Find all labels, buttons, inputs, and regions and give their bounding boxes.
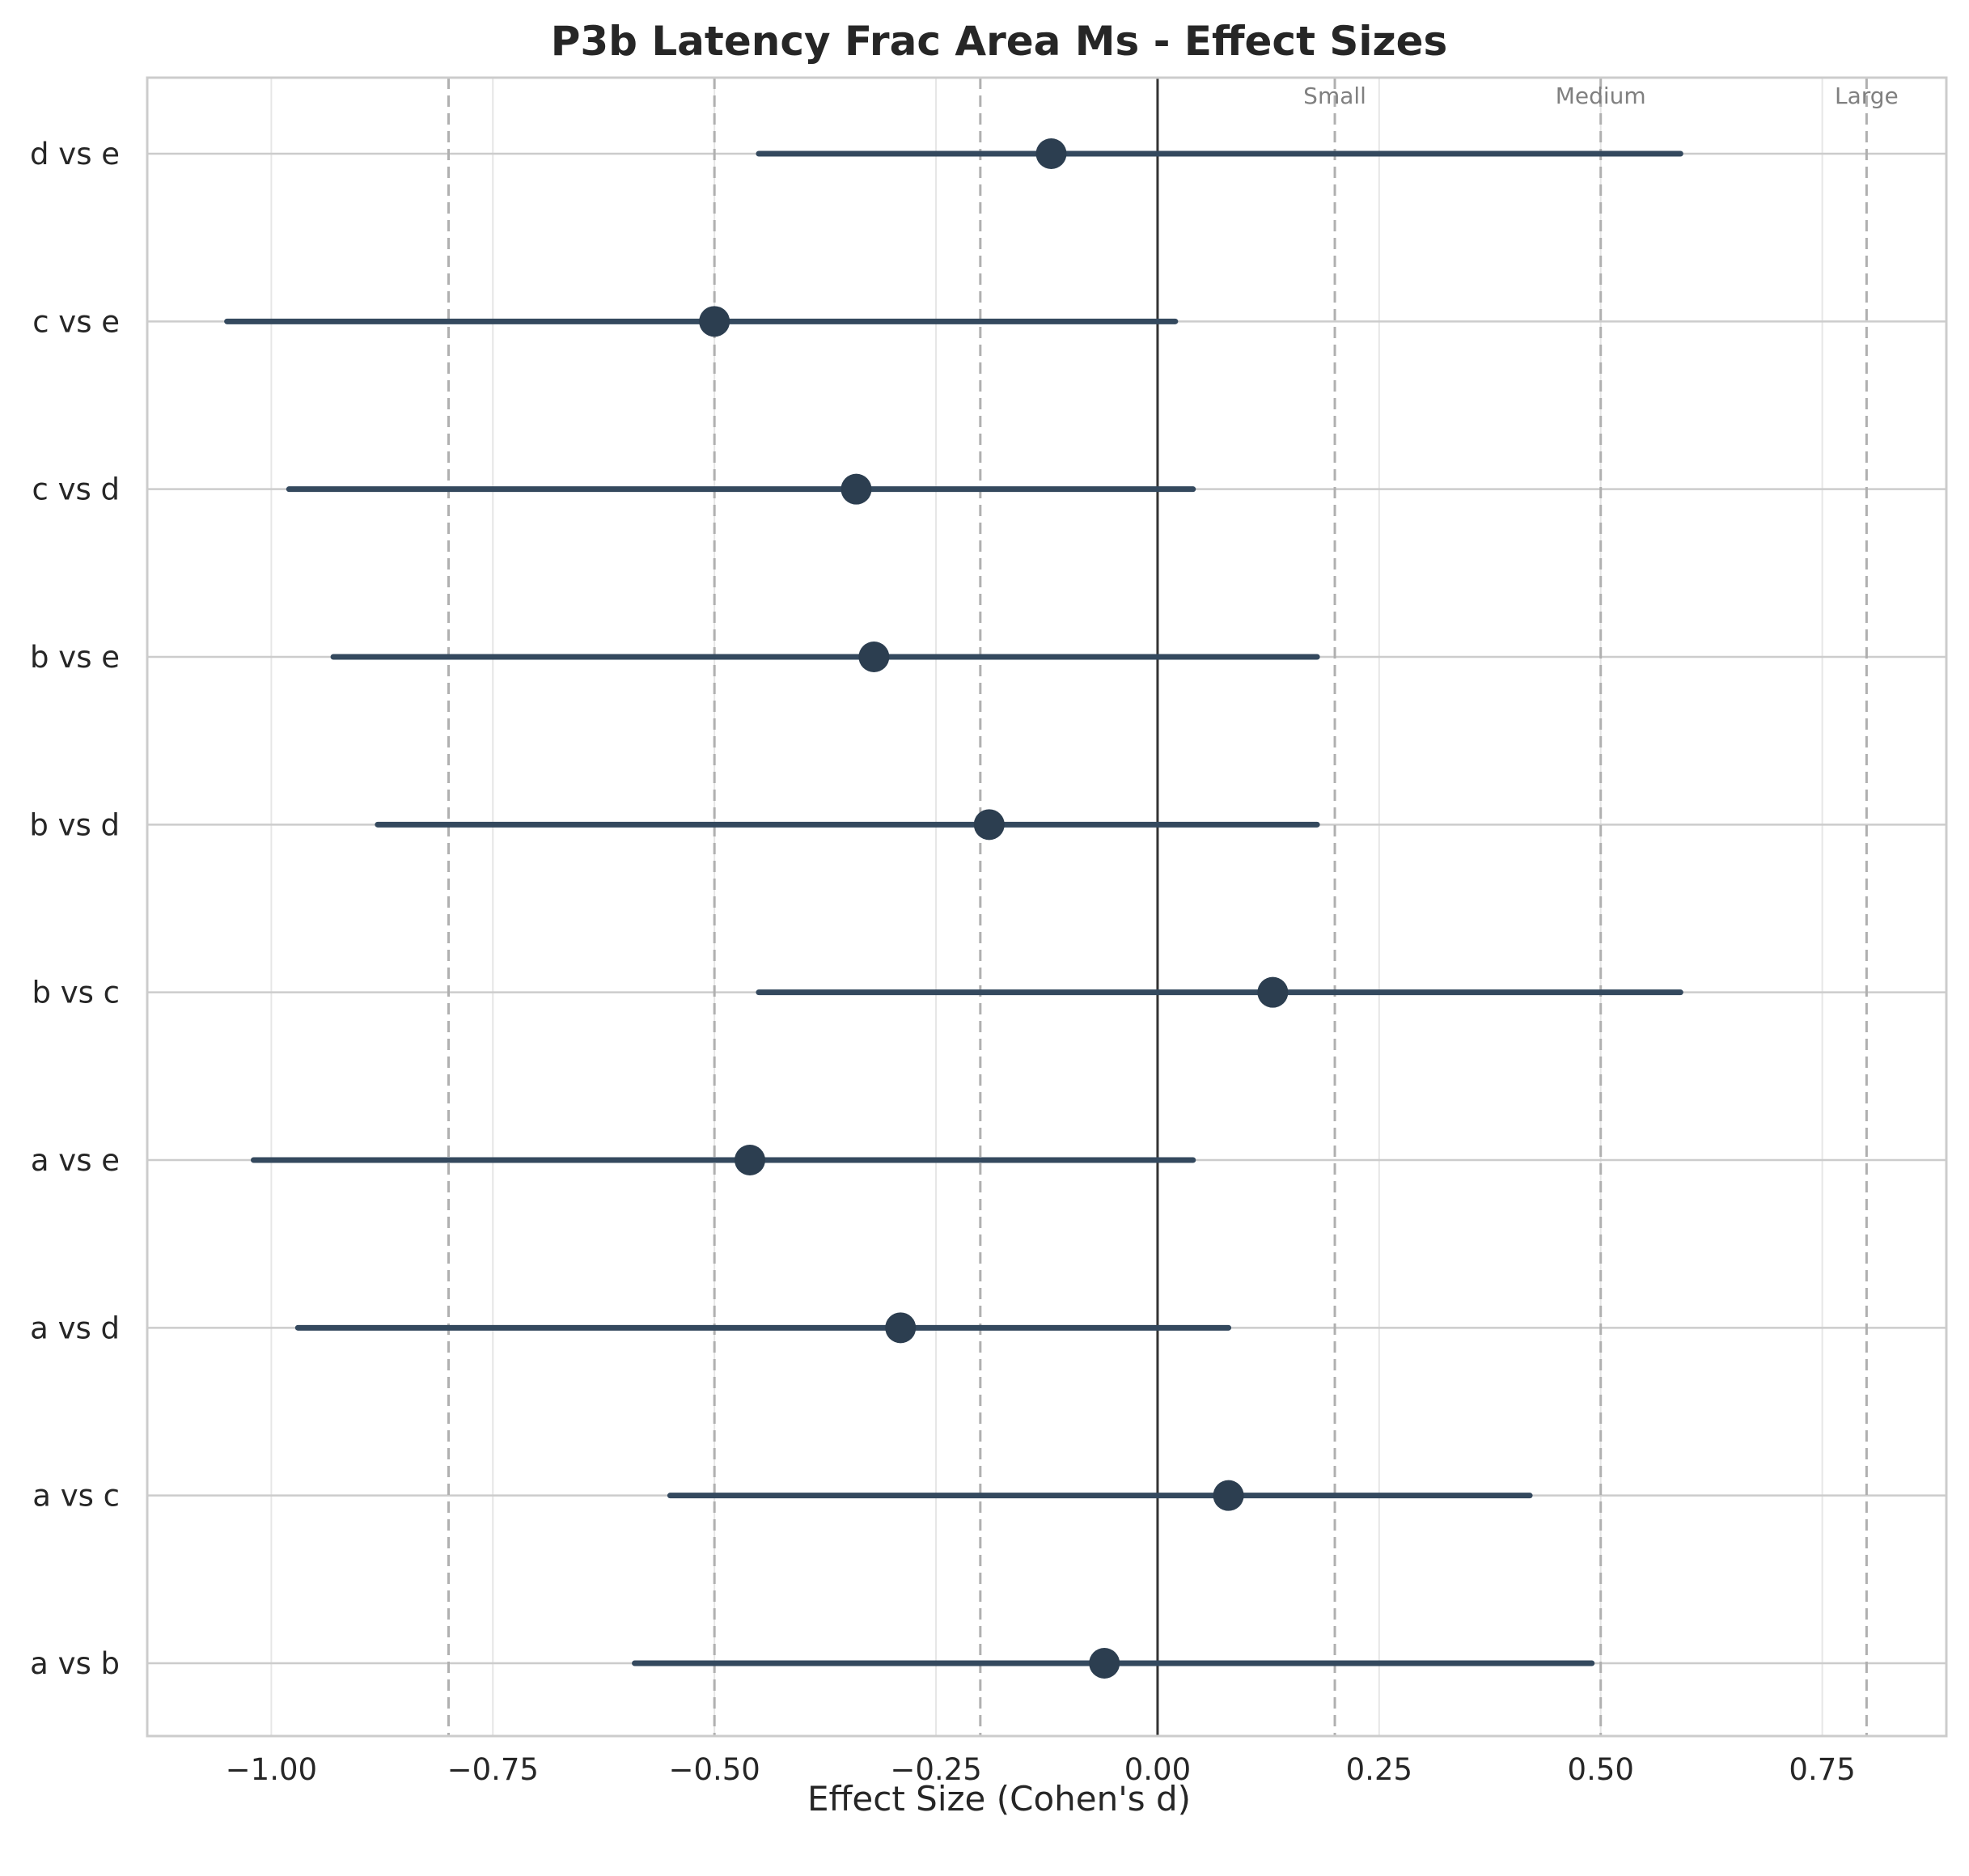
x-tick-label: 0.25 [1346,1752,1412,1787]
y-tick-label: a vs e [31,1143,120,1178]
y-tick-label: a vs d [30,1311,120,1345]
reference-lines: Small Medium Large [447,78,1899,1736]
reference-line-label: Large [1835,83,1899,109]
effect-point-a-vs-d [885,1312,917,1344]
effect-point-a-vs-e [734,1145,765,1175]
effect-point-b-vs-e [858,642,890,672]
x-tick-labels: −1.00 −0.75 −0.50 −0.25 0.00 0.25 0.50 0.75 [226,1752,1856,1787]
y-tick-label: b vs d [29,807,120,842]
effect-point-c-vs-d [841,473,872,505]
y-tick-label: a vs b [30,1646,120,1681]
x-tick-label: 0.50 [1568,1752,1634,1787]
x-tick-label: 0.75 [1789,1752,1855,1787]
effect-point-b-vs-d [973,809,1005,841]
effect-point-c-vs-e [699,306,730,337]
x-axis-label: Effect Size (Cohen's d) [807,1779,1191,1819]
effect-point-a-vs-b [1089,1648,1120,1679]
effect-point-b-vs-c [1257,976,1289,1008]
x-tick-label: 0.00 [1124,1752,1191,1787]
y-tick-label: c vs d [32,472,120,507]
y-tick-label: b vs e [30,640,120,675]
x-tick-label: −1.00 [226,1752,317,1787]
plot-frame [146,76,1948,1738]
effect-point-d-vs-e [1035,138,1067,169]
x-tick-label: −0.75 [447,1752,539,1787]
chart-title: P3b Latency Frac Area Ms - Effect Sizes [551,18,1448,65]
x-tick-label: −0.50 [668,1752,760,1787]
y-tick-label: d vs e [30,137,120,172]
y-tick-label: c vs e [32,304,120,339]
data-layer [224,138,1683,1679]
y-tick-label: b vs c [32,976,120,1010]
reference-line-label: Small [1303,83,1366,109]
reference-line-label: Medium [1556,83,1646,109]
x-tick-label: −0.25 [890,1752,981,1787]
y-tick-labels: a vs b a vs c a vs d a vs e b vs c b vs d b vs… [29,137,120,1681]
effect-point-a-vs-c [1213,1480,1244,1511]
y-tick-label: a vs c [32,1479,120,1514]
